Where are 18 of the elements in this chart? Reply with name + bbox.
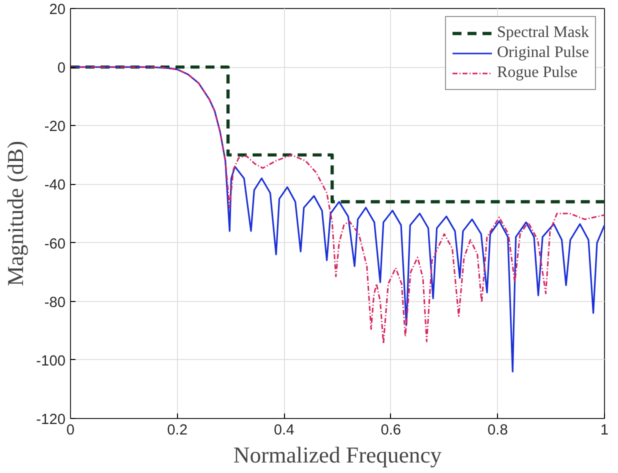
y-tick-label: 20 — [49, 2, 66, 18]
y-tick-label: 0 — [57, 60, 66, 77]
legend-label: Spectral Mask — [497, 24, 589, 42]
x-tick-label: 0.6 — [380, 422, 402, 438]
x-tick-label: 1 — [600, 422, 609, 438]
y-tick-label: -20 — [44, 119, 66, 136]
y-tick-label: -60 — [44, 236, 66, 252]
y-tick-label: -120 — [36, 412, 66, 428]
y-tick-label: -80 — [44, 294, 66, 311]
legend-label: Original Pulse — [497, 44, 589, 62]
x-tick-label: 0.4 — [274, 422, 294, 438]
x-tick-label: 0.2 — [167, 422, 188, 438]
y-tick-label: -40 — [44, 178, 66, 194]
y-tick-label: -100 — [36, 353, 66, 370]
x-axis-title: Normalized Frequency — [233, 442, 442, 468]
x-tick-label: 0.8 — [488, 422, 508, 438]
y-axis-title: Magnitude (dB) — [3, 140, 28, 286]
legend-label: Rogue Pulse — [497, 64, 578, 82]
